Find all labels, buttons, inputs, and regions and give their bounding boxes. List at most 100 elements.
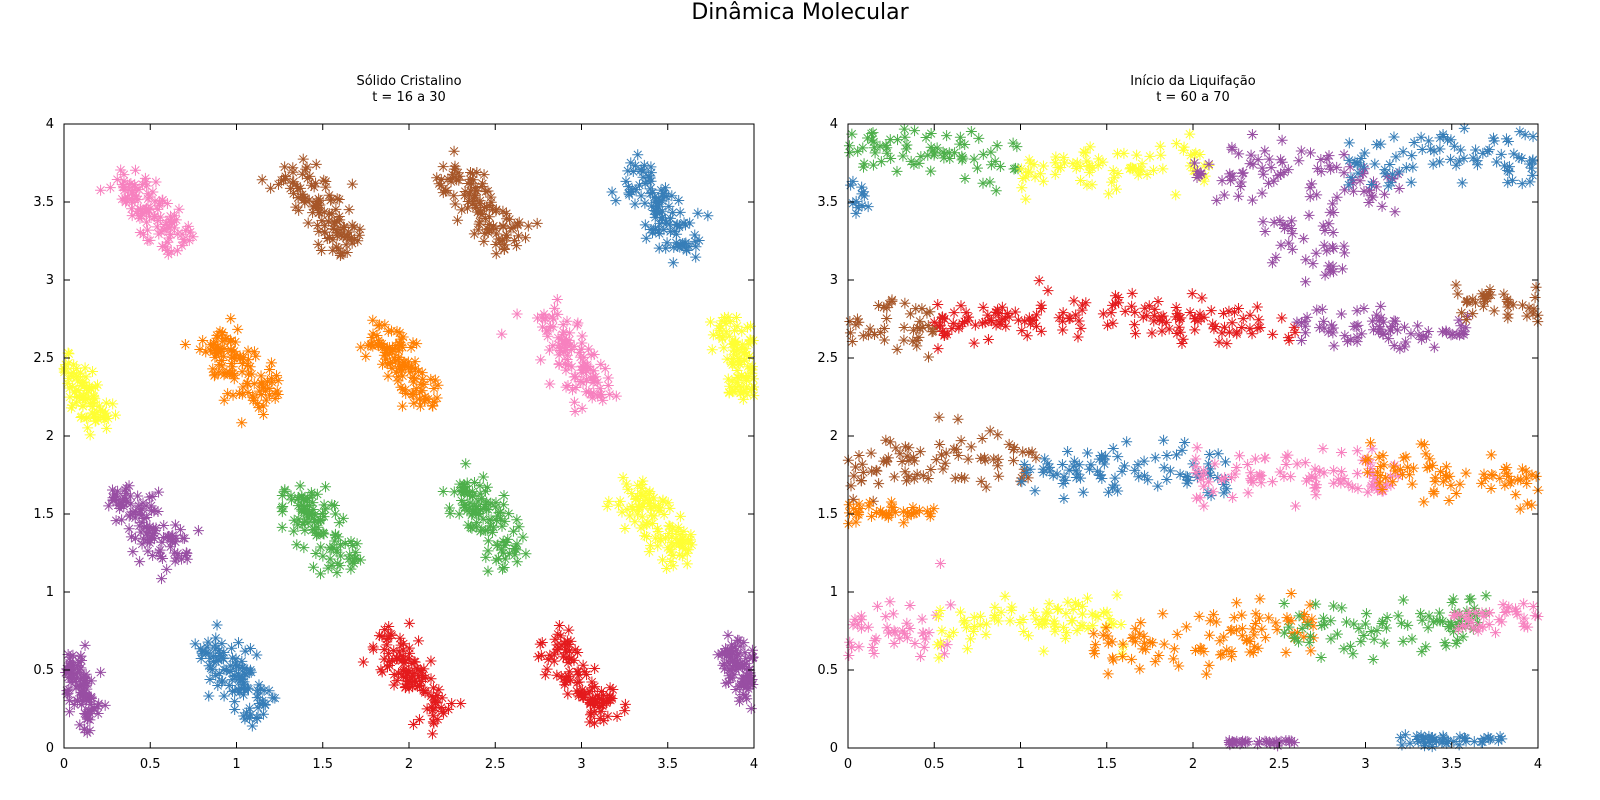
data-point [1107, 317, 1119, 329]
data-point [643, 546, 655, 558]
data-point [1318, 467, 1330, 479]
data-point [1351, 331, 1363, 343]
data-point [1146, 637, 1158, 649]
data-point [727, 344, 739, 356]
data-point [737, 660, 749, 672]
data-point [1073, 459, 1085, 471]
data-point [1285, 587, 1297, 599]
data-point [1126, 162, 1138, 174]
data-point [476, 493, 488, 505]
data-point [1454, 608, 1466, 620]
data-point [664, 502, 676, 514]
data-point [553, 620, 565, 632]
data-point [1446, 596, 1458, 608]
data-point [1000, 320, 1012, 332]
data-point [265, 372, 277, 384]
data-point [461, 477, 473, 489]
data-point [1310, 489, 1322, 501]
data-point [1483, 607, 1495, 619]
data-point [576, 330, 588, 342]
data-point [88, 703, 100, 715]
data-point [905, 155, 917, 167]
data-point [1367, 653, 1379, 665]
data-point [1351, 305, 1363, 317]
data-point [1342, 478, 1354, 490]
data-point [269, 692, 281, 704]
data-point [317, 508, 329, 520]
data-point [1156, 325, 1168, 337]
data-point [1501, 605, 1513, 617]
data-point [147, 186, 159, 198]
data-point [1116, 648, 1128, 660]
data-point [81, 693, 93, 705]
data-point [1263, 177, 1275, 189]
data-point [425, 655, 437, 667]
data-point [474, 480, 486, 492]
y-tick-label: 4 [46, 117, 54, 132]
data-point [236, 388, 248, 400]
data-point [1318, 619, 1330, 631]
data-point [1477, 147, 1489, 159]
data-point [658, 224, 670, 236]
data-point [1263, 153, 1275, 165]
data-point [411, 662, 423, 674]
panel-2-ticks: 0 0.5 1 1.5 2 2.5 3 3.5 400.511.522.533.54 [817, 117, 1542, 772]
data-point [1336, 602, 1348, 614]
data-point [128, 189, 140, 201]
data-point [1247, 158, 1259, 170]
data-point [847, 175, 859, 187]
data-point [469, 191, 481, 203]
data-point [266, 376, 278, 388]
data-point [429, 702, 441, 714]
data-point [1049, 625, 1061, 637]
data-point [499, 553, 511, 565]
data-point [1097, 308, 1109, 320]
data-point [1501, 467, 1513, 479]
data-point [232, 683, 244, 695]
data-point [533, 651, 545, 663]
data-point [1158, 638, 1170, 650]
data-point [1420, 448, 1432, 460]
data-point [172, 548, 184, 560]
data-point [1496, 616, 1508, 628]
data-point [425, 690, 437, 702]
data-point [461, 489, 473, 501]
data-point [563, 666, 575, 678]
data-point [868, 142, 880, 154]
data-point [874, 140, 886, 152]
data-point [560, 364, 572, 376]
data-point [1301, 617, 1313, 629]
data-point [406, 657, 418, 669]
data-point [116, 514, 128, 526]
data-point [1170, 189, 1182, 201]
data-point [1311, 479, 1322, 491]
data-point [674, 528, 686, 540]
data-point [1224, 168, 1236, 180]
data-point [1352, 167, 1364, 179]
data-point [1426, 741, 1438, 753]
data-point [81, 713, 93, 725]
data-point [1470, 607, 1482, 619]
data-point [1316, 620, 1328, 632]
data-point [1176, 444, 1188, 456]
data-point [1362, 486, 1374, 498]
data-point [250, 350, 262, 362]
data-point [129, 193, 141, 205]
data-point [1198, 465, 1210, 477]
data-point [1121, 436, 1133, 448]
data-point [1272, 740, 1284, 752]
data-point [76, 699, 88, 711]
data-point [1516, 153, 1528, 165]
data-point [1226, 645, 1238, 657]
data-point [586, 676, 598, 688]
data-point [1445, 617, 1457, 629]
data-point [1319, 269, 1331, 281]
data-point [571, 685, 583, 697]
data-point [1397, 594, 1409, 606]
data-point [1086, 608, 1098, 620]
data-point [1504, 477, 1516, 489]
data-point [1184, 306, 1196, 318]
data-point [1428, 341, 1440, 353]
data-point [1429, 472, 1441, 484]
data-point [733, 695, 745, 707]
